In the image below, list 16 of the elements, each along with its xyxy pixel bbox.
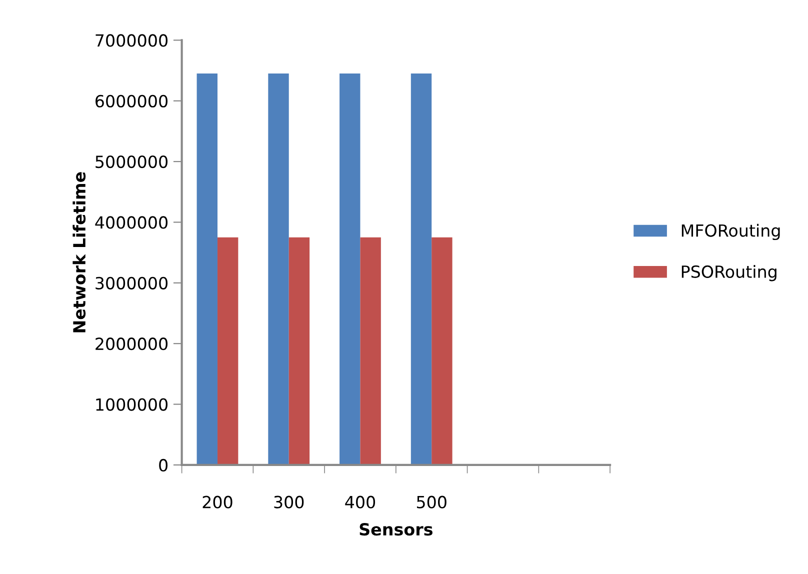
x-axis-title: Sensors	[360, 523, 432, 536]
x-tick-label: 400	[345, 496, 376, 508]
y-axis-title: Network Lifetime	[72, 172, 86, 332]
y-tick-label: 0	[159, 458, 168, 472]
y-tick-label: 7000000	[96, 34, 168, 47]
y-tick-label: 4000000	[95, 216, 168, 229]
x-tick-label: 500	[416, 496, 446, 508]
legend-label: MFORouting	[682, 224, 780, 240]
y-tick-label: 5000000	[96, 156, 168, 168]
x-tick-label: 300	[274, 496, 304, 508]
y-tick-label: 6000000	[96, 94, 168, 108]
y-tick-label: 1000000	[96, 398, 168, 411]
y-tick-label: 2000000	[96, 338, 168, 350]
legend-label: PSORouting	[682, 265, 776, 282]
y-tick-label: 3000000	[96, 276, 168, 290]
x-tick-label: 200	[202, 496, 232, 508]
